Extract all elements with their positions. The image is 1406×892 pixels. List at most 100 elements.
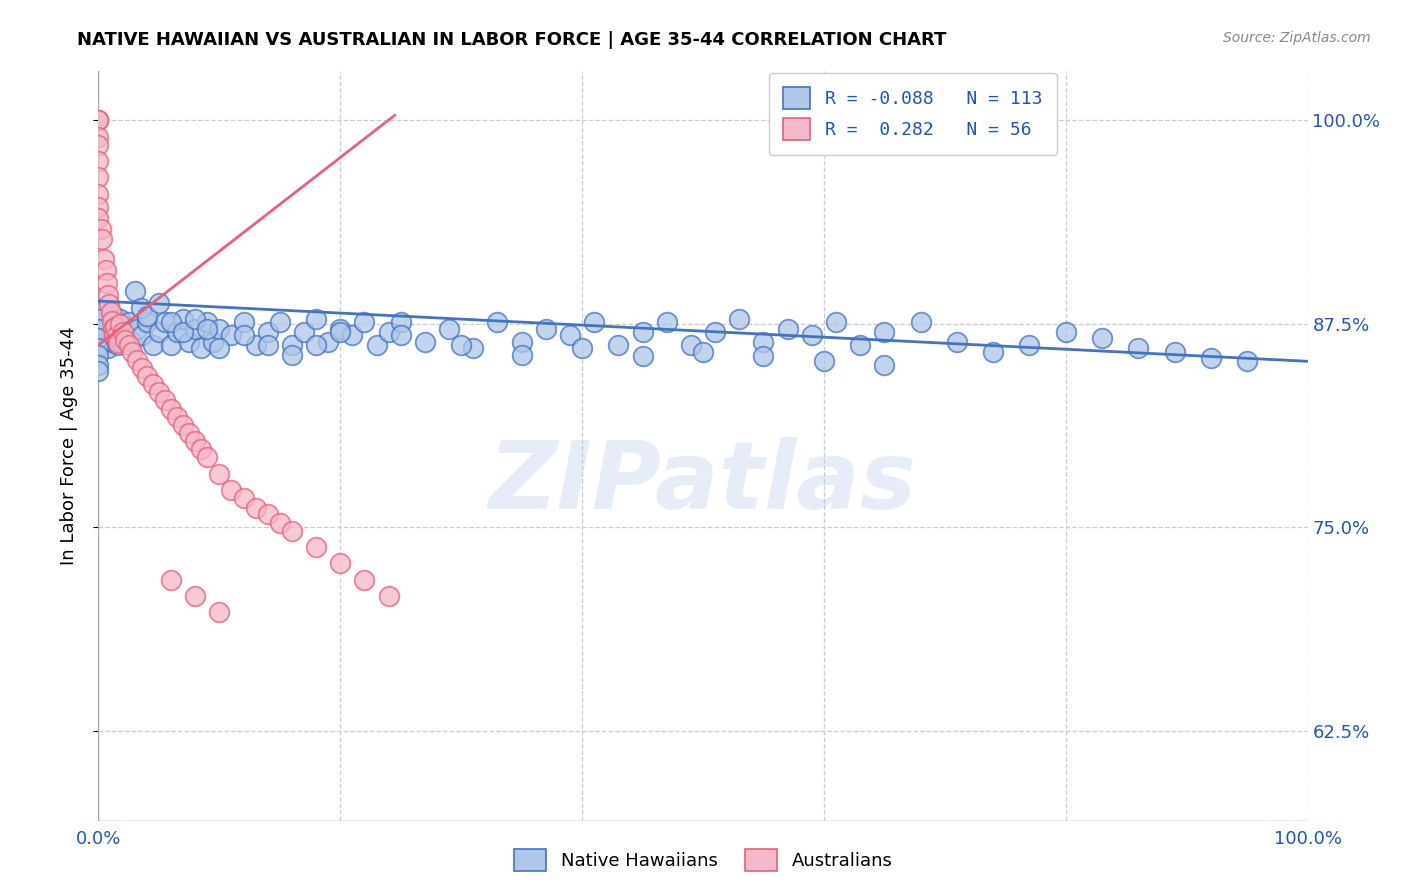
- Point: [353, 315, 375, 329]
- Point: [135, 368, 157, 383]
- Point: [87, 186, 110, 201]
- Point: [87, 129, 110, 144]
- Point: [292, 325, 315, 339]
- Point: [124, 285, 146, 299]
- Point: [305, 540, 328, 554]
- Point: [104, 328, 127, 343]
- Point: [679, 338, 702, 352]
- Point: [184, 434, 207, 449]
- Point: [510, 334, 533, 349]
- Point: [195, 322, 218, 336]
- Point: [1018, 338, 1040, 352]
- Point: [195, 315, 218, 329]
- Legend: Native Hawaiians, Australians: Native Hawaiians, Australians: [506, 842, 900, 879]
- Point: [631, 325, 654, 339]
- Point: [135, 309, 157, 323]
- Point: [583, 315, 606, 329]
- Point: [160, 573, 183, 587]
- Text: ZIPatlas: ZIPatlas: [489, 437, 917, 530]
- Point: [179, 334, 201, 349]
- Point: [105, 315, 128, 329]
- Point: [104, 320, 127, 334]
- Text: NATIVE HAWAIIAN VS AUSTRALIAN IN LABOR FORCE | AGE 35-44 CORRELATION CHART: NATIVE HAWAIIAN VS AUSTRALIAN IN LABOR F…: [77, 31, 946, 49]
- Point: [437, 322, 460, 336]
- Point: [166, 409, 188, 424]
- Point: [98, 328, 121, 343]
- Point: [704, 325, 727, 339]
- Point: [342, 328, 364, 343]
- Point: [281, 348, 304, 362]
- Point: [121, 344, 143, 359]
- Point: [873, 358, 896, 372]
- Point: [849, 338, 872, 352]
- Point: [208, 467, 231, 481]
- Point: [232, 491, 254, 505]
- Point: [184, 589, 207, 603]
- Point: [87, 113, 110, 128]
- Point: [910, 315, 932, 329]
- Point: [329, 556, 352, 570]
- Point: [87, 331, 110, 345]
- Point: [142, 338, 165, 352]
- Point: [148, 385, 170, 400]
- Point: [108, 325, 131, 339]
- Point: [208, 341, 231, 355]
- Point: [1128, 341, 1150, 355]
- Point: [631, 350, 654, 364]
- Point: [87, 113, 110, 128]
- Point: [366, 338, 388, 352]
- Point: [93, 252, 115, 266]
- Point: [105, 328, 128, 343]
- Point: [110, 334, 132, 349]
- Point: [534, 322, 557, 336]
- Point: [98, 297, 121, 311]
- Point: [160, 315, 183, 329]
- Point: [93, 312, 115, 326]
- Point: [208, 605, 231, 619]
- Point: [103, 309, 125, 323]
- Point: [114, 333, 136, 347]
- Point: [413, 334, 436, 349]
- Point: [825, 315, 848, 329]
- Point: [232, 328, 254, 343]
- Point: [232, 315, 254, 329]
- Point: [108, 317, 131, 331]
- Point: [129, 301, 152, 315]
- Point: [100, 313, 122, 327]
- Point: [153, 315, 176, 329]
- Point: [981, 344, 1004, 359]
- Point: [269, 516, 291, 530]
- Point: [166, 325, 188, 339]
- Point: [103, 328, 125, 343]
- Point: [571, 341, 593, 355]
- Point: [305, 312, 328, 326]
- Point: [172, 312, 194, 326]
- Point: [510, 348, 533, 362]
- Point: [101, 322, 124, 336]
- Point: [148, 325, 170, 339]
- Point: [121, 334, 143, 349]
- Point: [91, 232, 114, 246]
- Point: [148, 295, 170, 310]
- Point: [190, 341, 212, 355]
- Point: [728, 312, 751, 326]
- Point: [87, 341, 110, 355]
- Point: [221, 483, 243, 497]
- Point: [1054, 325, 1077, 339]
- Point: [160, 338, 183, 352]
- Point: [946, 334, 969, 349]
- Point: [87, 322, 110, 336]
- Point: [111, 325, 134, 339]
- Point: [184, 322, 207, 336]
- Point: [1199, 351, 1222, 365]
- Point: [281, 338, 304, 352]
- Point: [1236, 354, 1258, 368]
- Point: [269, 315, 291, 329]
- Point: [486, 315, 509, 329]
- Point: [90, 317, 112, 331]
- Point: [107, 338, 129, 352]
- Point: [179, 425, 201, 440]
- Point: [256, 338, 278, 352]
- Point: [87, 200, 110, 214]
- Point: [131, 360, 153, 375]
